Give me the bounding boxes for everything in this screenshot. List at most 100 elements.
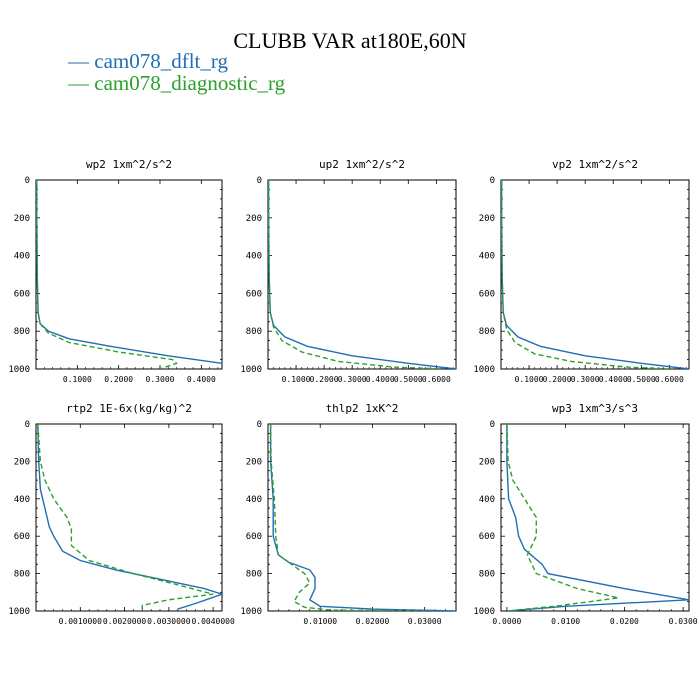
x-tick-label: 0.0200 xyxy=(610,617,639,626)
x-tick-label: 0.0100 xyxy=(551,617,580,626)
panel-frame xyxy=(267,179,457,370)
panel-5: wp3 1xm^3/s^3 0 200 400 600 800 10000.0000 0.01… xyxy=(473,402,697,626)
x-tick-label: 0.6000 xyxy=(655,375,684,384)
y-tick-label: 600 xyxy=(246,289,262,299)
y-tick-label: 0 xyxy=(25,420,30,430)
y-tick-label: 200 xyxy=(246,457,262,467)
y-tick-label: 800 xyxy=(246,327,262,337)
y-tick-label: 600 xyxy=(246,532,262,542)
y-tick-label: 800 xyxy=(246,570,262,580)
y-tick-label: 1000 xyxy=(240,607,262,617)
panel-title: thlp2 1xK^2 xyxy=(326,402,399,415)
y-tick-label: 1000 xyxy=(473,607,495,617)
series-line-diagnostic xyxy=(37,424,214,611)
x-tick-label: 0.0000 xyxy=(492,617,521,626)
series-line-dflt xyxy=(36,180,222,364)
y-tick-label: 400 xyxy=(14,252,30,262)
y-tick-label: 400 xyxy=(479,252,495,262)
x-tick-label: 0.3000 xyxy=(338,375,367,384)
y-tick-label: 200 xyxy=(246,214,262,224)
x-tick-label: 0.3000 xyxy=(571,375,600,384)
y-tick-label: 1000 xyxy=(473,365,495,375)
legend-line-diagnostic: — xyxy=(68,71,95,95)
legend-label-diagnostic: cam078_diagnostic_rg xyxy=(94,71,286,95)
x-tick-label: 0.6000 xyxy=(422,375,451,384)
x-tick-label: 0.02000 xyxy=(356,617,390,626)
series-line-dflt xyxy=(506,424,689,611)
x-tick-label: 0.1000 xyxy=(63,375,92,384)
series-line-dflt xyxy=(37,424,222,610)
y-tick-label: 600 xyxy=(14,532,30,542)
panel-frame xyxy=(267,423,457,612)
x-tick-label: 0.1000 xyxy=(282,375,311,384)
y-tick-label: 600 xyxy=(479,289,495,299)
x-tick-label: 0.5000 xyxy=(627,375,656,384)
series-line-dflt xyxy=(501,180,689,369)
panel-title: up2 1xm^2/s^2 xyxy=(319,158,405,171)
x-tick-label: 0.2000 xyxy=(310,375,339,384)
x-tick-label: 0.0040000 xyxy=(191,617,235,626)
y-tick-label: 800 xyxy=(14,570,30,580)
series-line-diagnostic xyxy=(501,180,670,369)
x-tick-label: 0.4000 xyxy=(366,375,395,384)
panel-3: rtp2 1E-6x(kg/kg)^2 0 200 400 600 800 1000 0.00… xyxy=(8,402,235,626)
series-line-diagnostic xyxy=(268,180,443,369)
y-tick-label: 400 xyxy=(479,495,495,505)
panel-0: wp2 1xm^2/s^2 0 200 400 600 800 1000 0.1000 0.20… xyxy=(8,158,223,384)
y-tick-label: 600 xyxy=(479,532,495,542)
panel-1: up2 1xm^2/s^2 0 200 400 600 800 1000 0.1000 0.20… xyxy=(240,158,457,384)
y-tick-label: 600 xyxy=(14,289,30,299)
x-tick-label: 0.0030000 xyxy=(147,617,191,626)
y-tick-label: 400 xyxy=(14,495,30,505)
series-line-diagnostic xyxy=(506,424,619,611)
legend-item-diagnostic: — cam078_diagnostic_rg xyxy=(68,72,285,94)
panel-frame xyxy=(500,179,690,370)
y-tick-label: 200 xyxy=(14,457,30,467)
y-tick-label: 1000 xyxy=(240,365,262,375)
y-tick-label: 400 xyxy=(246,252,262,262)
x-tick-label: 0.1000 xyxy=(515,375,544,384)
y-tick-label: 0 xyxy=(490,176,495,186)
panel-frame xyxy=(35,423,223,612)
y-tick-label: 800 xyxy=(479,327,495,337)
x-tick-label: 0.3000 xyxy=(146,375,175,384)
y-tick-label: 0 xyxy=(257,176,262,186)
x-tick-label: 0.0300 xyxy=(669,617,698,626)
x-tick-label: 0.5000 xyxy=(394,375,423,384)
x-tick-label: 0.4000 xyxy=(187,375,216,384)
legend-label-dflt: cam078_dflt_rg xyxy=(94,49,229,73)
legend-item-dflt: — cam078_dflt_rg xyxy=(68,50,228,72)
series-line-dflt xyxy=(269,424,456,611)
y-tick-label: 0 xyxy=(257,420,262,430)
panel-frame xyxy=(35,179,223,370)
panel-4: thlp2 1xK^2 0 200 400 600 800 1000 0.01000 0.020… xyxy=(240,402,457,626)
series-line-diagnostic xyxy=(36,180,178,369)
panel-title: rtp2 1E-6x(kg/kg)^2 xyxy=(66,402,192,415)
legend-line-dflt: — xyxy=(68,49,95,73)
y-tick-label: 1000 xyxy=(8,365,30,375)
y-tick-label: 1000 xyxy=(8,607,30,617)
x-tick-label: 0.01000 xyxy=(303,617,337,626)
panel-2: vp2 1xm^2/s^2 0 200 400 600 800 1000 0.1000 0.20… xyxy=(473,158,690,384)
panel-title: wp3 1xm^3/s^3 xyxy=(552,402,638,415)
x-tick-label: 0.2000 xyxy=(543,375,572,384)
panel-title: wp2 1xm^2/s^2 xyxy=(86,158,172,171)
y-tick-label: 800 xyxy=(14,327,30,337)
y-tick-label: 200 xyxy=(479,214,495,224)
x-tick-label: 0.4000 xyxy=(599,375,628,384)
y-tick-label: 200 xyxy=(479,457,495,467)
x-tick-label: 0.0020000 xyxy=(103,617,147,626)
y-tick-label: 0 xyxy=(25,176,30,186)
series-line-diagnostic xyxy=(269,424,425,611)
x-tick-label: 0.0010000 xyxy=(59,617,103,626)
y-tick-label: 800 xyxy=(479,570,495,580)
y-tick-label: 400 xyxy=(246,495,262,505)
chart-title: CLUBB VAR at180E,60N xyxy=(233,28,467,53)
x-tick-label: 0.2000 xyxy=(104,375,133,384)
y-tick-label: 200 xyxy=(14,214,30,224)
x-tick-label: 0.03000 xyxy=(408,617,442,626)
y-tick-label: 0 xyxy=(490,420,495,430)
series-line-dflt xyxy=(268,180,456,369)
panel-title: vp2 1xm^2/s^2 xyxy=(552,158,638,171)
